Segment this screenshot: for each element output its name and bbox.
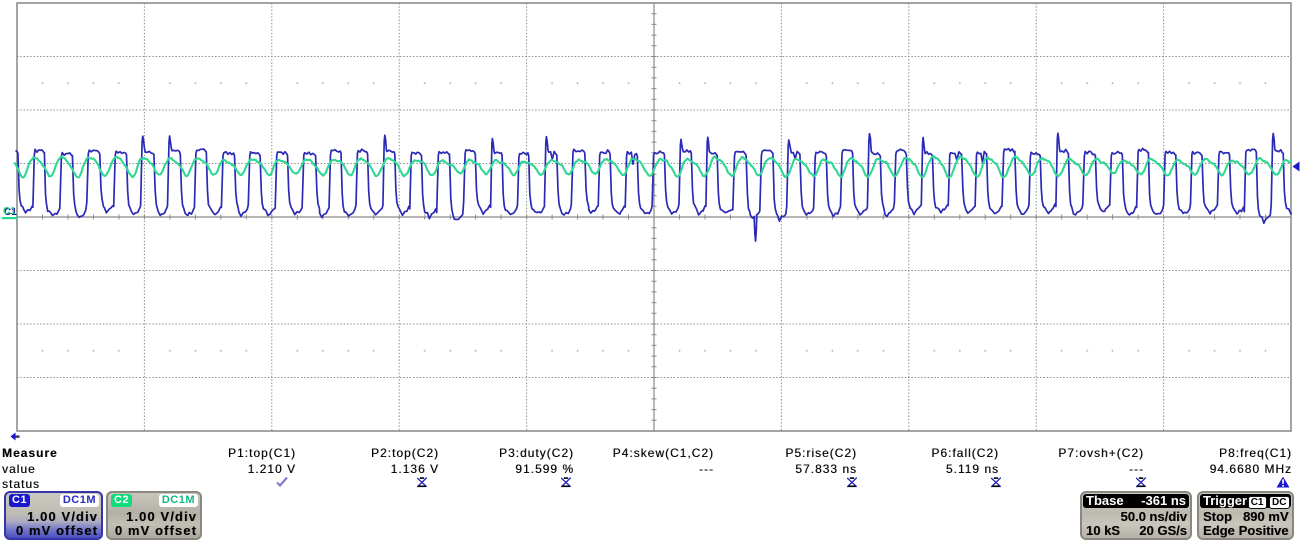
svg-text:C1: C1 <box>3 206 16 217</box>
svg-text:C1: C1 <box>4 207 17 218</box>
